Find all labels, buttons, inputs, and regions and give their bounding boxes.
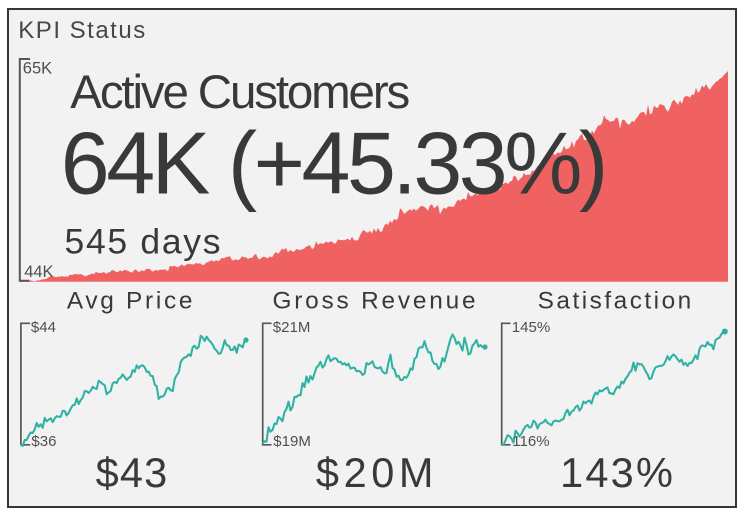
svg-text:$21M: $21M [273, 319, 311, 336]
svg-text:$20M: $20M [316, 449, 438, 496]
svg-text:145%: 145% [512, 319, 550, 336]
svg-text:116%: 116% [512, 433, 549, 450]
svg-text:$43: $43 [96, 449, 169, 496]
svg-text:143%: 143% [560, 449, 675, 496]
svg-text:KPI Status: KPI Status [18, 17, 146, 44]
svg-text:$36: $36 [31, 433, 56, 450]
svg-text:Gross Revenue: Gross Revenue [272, 288, 478, 315]
svg-text:Satisfaction: Satisfaction [538, 288, 694, 315]
svg-text:545 days: 545 days [65, 221, 223, 261]
svg-text:$44: $44 [31, 319, 56, 336]
svg-text:Avg Price: Avg Price [67, 288, 195, 315]
svg-text:44K: 44K [24, 263, 53, 281]
svg-text:Active Customers: Active Customers [70, 66, 409, 119]
svg-text:64K (+45.33%): 64K (+45.33%) [61, 114, 605, 213]
svg-text:$19M: $19M [273, 433, 311, 450]
svg-text:65K: 65K [23, 59, 52, 77]
